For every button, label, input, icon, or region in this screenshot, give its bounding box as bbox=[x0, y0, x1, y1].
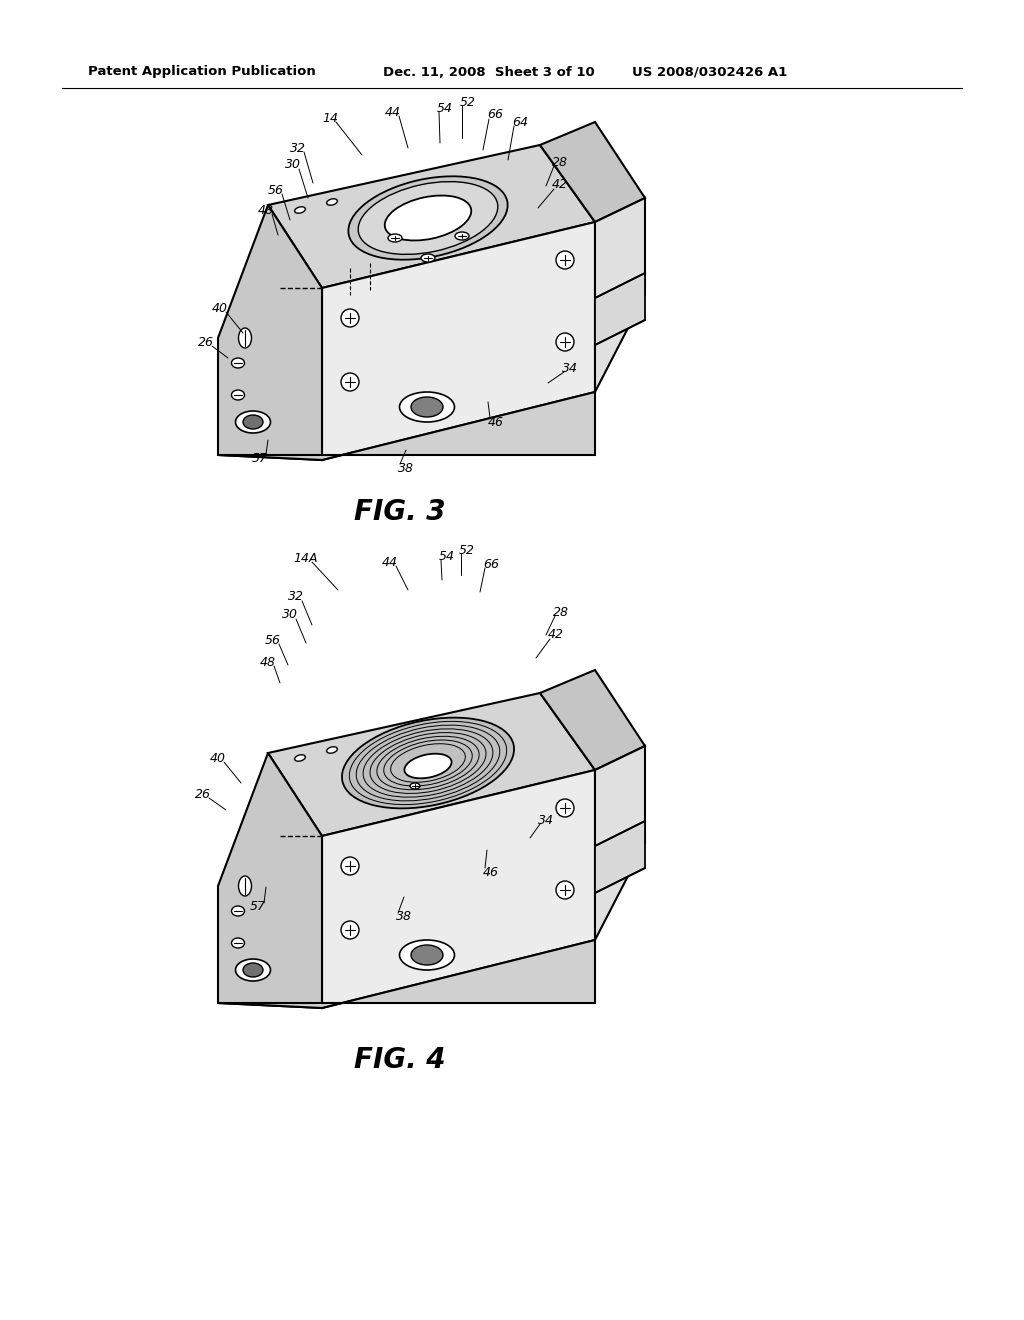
Text: 66: 66 bbox=[483, 557, 499, 570]
Text: 54: 54 bbox=[439, 549, 455, 562]
Text: 38: 38 bbox=[396, 911, 412, 924]
Ellipse shape bbox=[239, 876, 252, 896]
Ellipse shape bbox=[455, 232, 469, 240]
Polygon shape bbox=[595, 821, 645, 894]
Text: 54: 54 bbox=[437, 102, 453, 115]
Ellipse shape bbox=[411, 397, 443, 417]
Polygon shape bbox=[218, 205, 322, 459]
Text: US 2008/0302426 A1: US 2008/0302426 A1 bbox=[632, 66, 787, 78]
Text: FIG. 4: FIG. 4 bbox=[354, 1045, 445, 1074]
Ellipse shape bbox=[236, 411, 270, 433]
Ellipse shape bbox=[239, 327, 252, 348]
Text: 48: 48 bbox=[258, 203, 274, 216]
Polygon shape bbox=[268, 145, 595, 288]
Ellipse shape bbox=[385, 195, 471, 240]
Polygon shape bbox=[322, 770, 595, 1008]
Polygon shape bbox=[595, 746, 645, 940]
Ellipse shape bbox=[231, 939, 245, 948]
Polygon shape bbox=[595, 198, 645, 392]
Text: 34: 34 bbox=[562, 362, 578, 375]
Ellipse shape bbox=[243, 964, 263, 977]
Ellipse shape bbox=[556, 333, 574, 351]
Polygon shape bbox=[322, 222, 595, 459]
Text: 66: 66 bbox=[487, 108, 503, 121]
Ellipse shape bbox=[404, 754, 452, 779]
Ellipse shape bbox=[327, 199, 337, 205]
Text: 40: 40 bbox=[210, 751, 226, 764]
Text: 14: 14 bbox=[322, 111, 338, 124]
Text: 44: 44 bbox=[385, 106, 401, 119]
Text: 32: 32 bbox=[288, 590, 304, 603]
Ellipse shape bbox=[342, 718, 514, 808]
Text: 30: 30 bbox=[282, 609, 298, 622]
Polygon shape bbox=[218, 940, 595, 1008]
Text: Dec. 11, 2008  Sheet 3 of 10: Dec. 11, 2008 Sheet 3 of 10 bbox=[383, 66, 595, 78]
Polygon shape bbox=[268, 693, 595, 836]
Text: 48: 48 bbox=[260, 656, 276, 668]
Text: 26: 26 bbox=[195, 788, 211, 800]
Polygon shape bbox=[218, 392, 595, 459]
Text: 57: 57 bbox=[252, 451, 268, 465]
Text: 56: 56 bbox=[268, 183, 284, 197]
Ellipse shape bbox=[411, 945, 443, 965]
Text: 40: 40 bbox=[212, 301, 228, 314]
Text: 52: 52 bbox=[460, 95, 476, 108]
Text: 56: 56 bbox=[265, 634, 281, 647]
Ellipse shape bbox=[243, 414, 263, 429]
Ellipse shape bbox=[341, 374, 359, 391]
Ellipse shape bbox=[556, 251, 574, 269]
Ellipse shape bbox=[410, 783, 420, 789]
Ellipse shape bbox=[236, 960, 270, 981]
Text: 32: 32 bbox=[290, 141, 306, 154]
Ellipse shape bbox=[421, 253, 435, 261]
Polygon shape bbox=[218, 752, 322, 1008]
Polygon shape bbox=[540, 671, 645, 770]
Ellipse shape bbox=[327, 747, 337, 754]
Text: 42: 42 bbox=[548, 628, 564, 642]
Ellipse shape bbox=[231, 358, 245, 368]
Text: Patent Application Publication: Patent Application Publication bbox=[88, 66, 315, 78]
Ellipse shape bbox=[295, 207, 305, 214]
Text: 26: 26 bbox=[198, 335, 214, 348]
Ellipse shape bbox=[358, 182, 498, 255]
Text: 28: 28 bbox=[553, 606, 569, 619]
Ellipse shape bbox=[341, 857, 359, 875]
Ellipse shape bbox=[231, 906, 245, 916]
Ellipse shape bbox=[399, 940, 455, 970]
Text: 57: 57 bbox=[250, 900, 266, 913]
Text: 30: 30 bbox=[285, 158, 301, 172]
Ellipse shape bbox=[556, 880, 574, 899]
Text: 14A: 14A bbox=[294, 552, 318, 565]
Text: 52: 52 bbox=[459, 544, 475, 557]
Text: 42: 42 bbox=[552, 178, 568, 191]
Text: 34: 34 bbox=[538, 813, 554, 826]
Polygon shape bbox=[540, 121, 645, 222]
Ellipse shape bbox=[341, 921, 359, 939]
Ellipse shape bbox=[341, 309, 359, 327]
Ellipse shape bbox=[231, 389, 245, 400]
Ellipse shape bbox=[388, 234, 402, 242]
Ellipse shape bbox=[348, 177, 508, 260]
Text: FIG. 3: FIG. 3 bbox=[354, 498, 445, 525]
Text: 28: 28 bbox=[552, 156, 568, 169]
Ellipse shape bbox=[556, 799, 574, 817]
Text: 44: 44 bbox=[382, 556, 398, 569]
Polygon shape bbox=[595, 273, 645, 345]
Text: 46: 46 bbox=[488, 416, 504, 429]
Ellipse shape bbox=[399, 392, 455, 422]
Text: 38: 38 bbox=[398, 462, 414, 474]
Text: 46: 46 bbox=[483, 866, 499, 879]
Ellipse shape bbox=[295, 755, 305, 762]
Text: 64: 64 bbox=[512, 116, 528, 128]
